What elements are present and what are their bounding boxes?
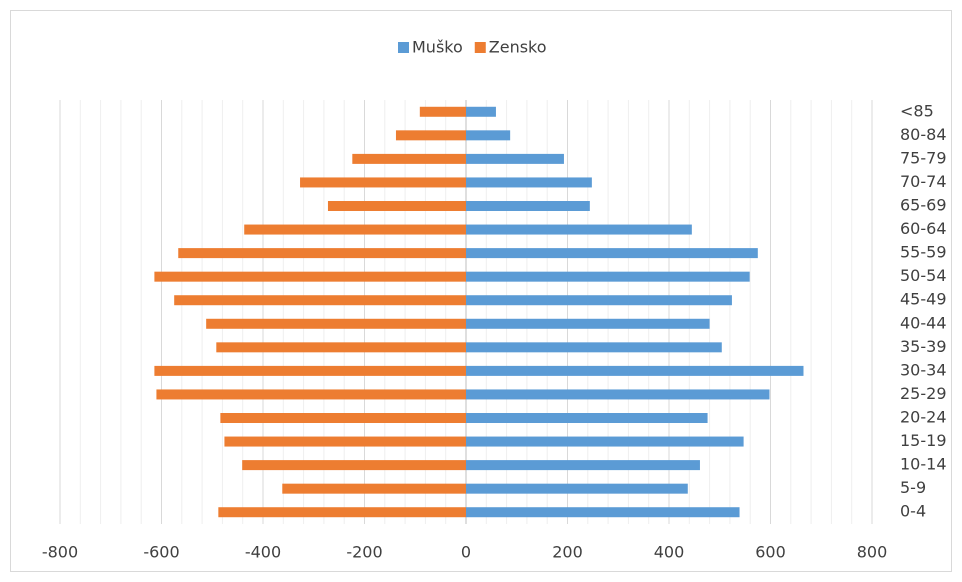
y-tick-label: 45-49 [900,290,947,309]
bar [466,318,710,329]
y-tick-label: 10-14 [900,455,947,474]
legend-swatch [398,42,409,53]
x-tick-label: -200 [346,543,382,562]
y-tick-label: 30-34 [900,360,947,379]
bar [466,130,511,141]
y-tick-label: 80-84 [900,125,947,144]
bar [466,413,708,423]
y-tick-label: 5-9 [900,478,926,497]
legend-label: Muško [412,38,463,57]
bar [466,201,590,211]
y-tick-label: 40-44 [900,313,947,332]
y-tick-label: 25-29 [900,384,947,403]
bar [244,224,466,235]
y-tick-label: 20-24 [900,408,947,427]
bar [242,460,466,471]
x-tick-label: 400 [654,543,685,562]
bar [206,318,466,329]
x-tick-label: -800 [42,543,78,562]
bar [224,436,466,447]
bar [327,201,466,211]
bar [466,507,740,518]
bar [466,153,564,164]
bar [174,295,466,306]
bar [466,271,750,282]
y-tick-label: 50-54 [900,266,947,285]
y-tick-label: 0-4 [900,502,926,521]
bar [466,342,722,353]
bar [156,389,467,400]
y-tick-label: 60-64 [900,219,947,238]
y-tick-label: 75-79 [900,148,947,167]
x-tick-label: -400 [245,543,281,562]
bar [282,483,466,494]
bar [466,365,804,376]
y-tick-label: 35-39 [900,337,947,356]
bar [466,295,732,306]
bar [466,224,692,235]
bar [466,248,758,259]
bar [466,106,496,117]
y-tick-label: <85 [900,101,934,120]
x-tick-label: -600 [143,543,179,562]
bar [218,507,466,518]
bar [178,248,466,259]
bar [154,365,466,376]
bar [466,460,700,471]
chart-border [10,10,952,572]
bar [466,389,770,400]
y-tick-label: 70-74 [900,172,947,191]
x-tick-label: 600 [755,543,786,562]
x-tick-label: 0 [461,543,471,562]
bar [300,177,466,188]
y-tick-label: 65-69 [900,196,947,215]
bar [216,342,466,353]
bar [466,436,744,447]
legend-swatch [474,42,486,53]
bar [395,130,466,141]
bar [466,177,592,188]
legend-label: Zensko [489,38,547,57]
bar [220,413,466,423]
bar [419,106,466,117]
x-tick-label: 200 [552,543,583,562]
x-tick-label: 800 [857,543,888,562]
bar [352,153,466,164]
bar [154,271,466,282]
y-tick-label: 15-19 [900,431,947,450]
y-tick-label: 55-59 [900,243,947,262]
bar [466,483,688,494]
